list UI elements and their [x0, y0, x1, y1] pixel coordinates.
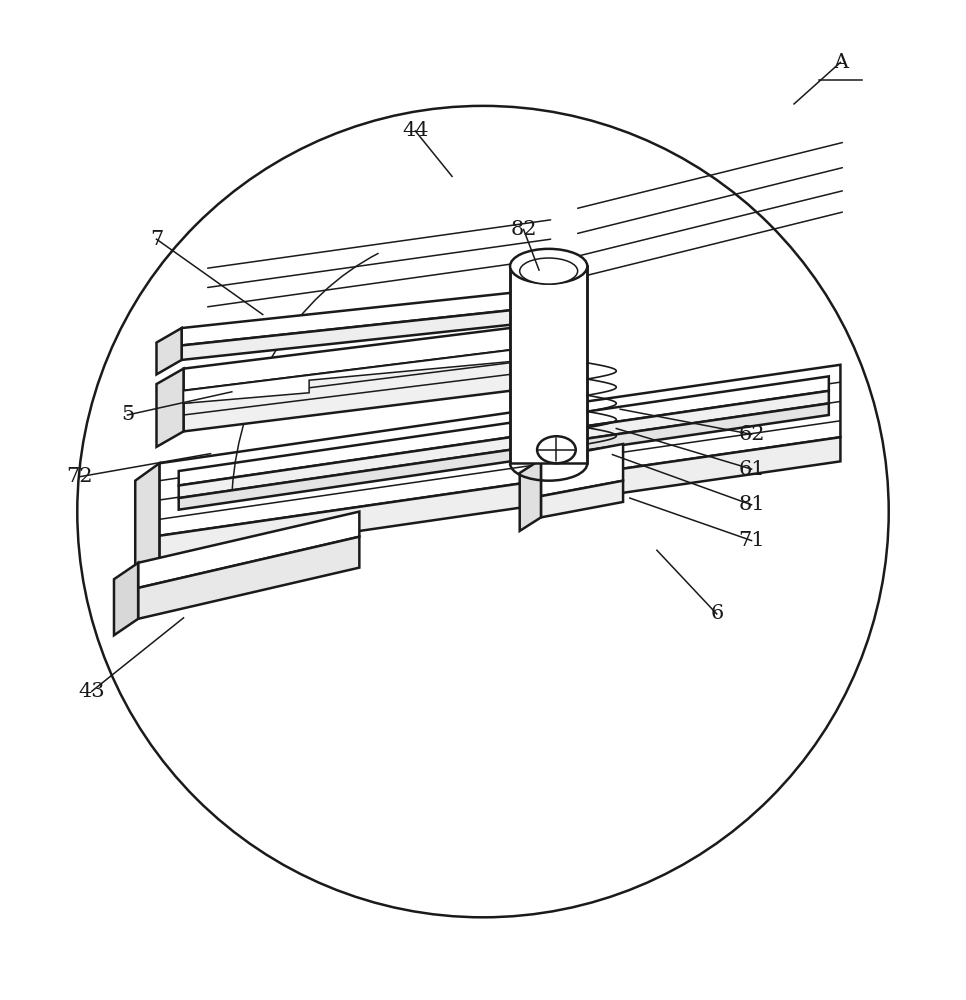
Polygon shape	[541, 481, 623, 517]
Polygon shape	[510, 266, 587, 463]
Text: 7: 7	[150, 230, 163, 249]
Polygon shape	[541, 444, 623, 496]
Polygon shape	[138, 537, 359, 619]
Ellipse shape	[510, 249, 587, 284]
Polygon shape	[182, 307, 543, 360]
Text: 6: 6	[710, 604, 724, 623]
Text: 82: 82	[510, 220, 537, 239]
Text: 44: 44	[402, 121, 429, 140]
Text: 72: 72	[66, 467, 93, 486]
Polygon shape	[520, 459, 541, 531]
Polygon shape	[184, 345, 549, 403]
Polygon shape	[184, 345, 549, 431]
Polygon shape	[138, 512, 359, 588]
Polygon shape	[179, 391, 829, 498]
Polygon shape	[179, 376, 829, 486]
Polygon shape	[179, 403, 829, 510]
Text: 61: 61	[738, 460, 765, 479]
Polygon shape	[156, 369, 184, 447]
Polygon shape	[184, 323, 549, 391]
Text: 81: 81	[738, 495, 765, 514]
Text: 43: 43	[78, 682, 105, 701]
Polygon shape	[135, 463, 159, 577]
Polygon shape	[159, 365, 840, 536]
Text: A: A	[833, 53, 848, 72]
Text: 62: 62	[738, 425, 765, 444]
Polygon shape	[156, 328, 182, 374]
Polygon shape	[114, 563, 138, 635]
Ellipse shape	[520, 258, 578, 284]
Text: 71: 71	[738, 531, 765, 550]
Text: 5: 5	[121, 405, 134, 424]
Polygon shape	[182, 289, 543, 345]
Polygon shape	[159, 437, 840, 560]
Ellipse shape	[537, 436, 576, 463]
